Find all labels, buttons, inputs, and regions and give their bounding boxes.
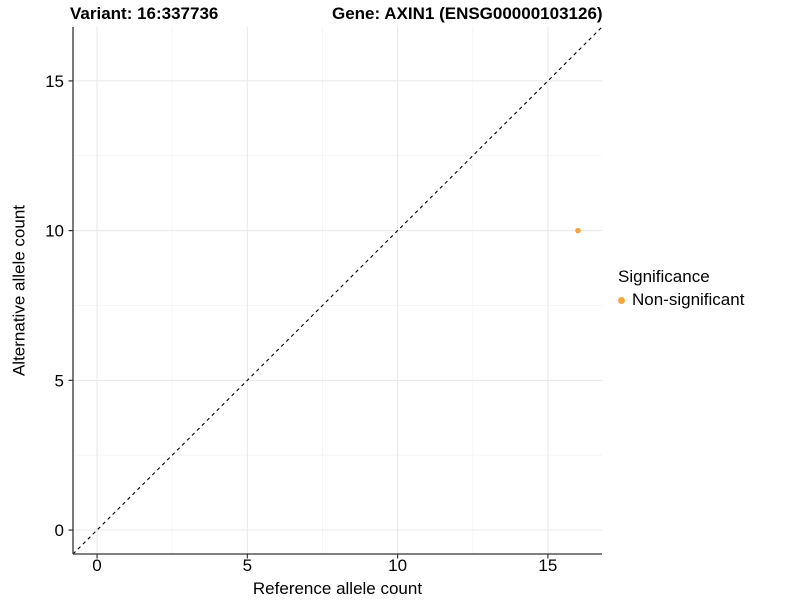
x-tick-label: 15: [538, 556, 557, 575]
x-axis-title: Reference allele count: [252, 579, 423, 598]
legend-item-label: Non-significant: [632, 290, 745, 309]
data-point: [575, 227, 581, 234]
y-tick-label: 0: [55, 521, 64, 540]
plot-title-gene: Gene: AXIN1 (ENSG00000103126): [332, 4, 603, 23]
x-tick-label: 5: [243, 556, 252, 575]
legend: Significance Non-significant: [618, 267, 744, 310]
legend-title: Significance: [618, 267, 710, 286]
x-tick-label: 10: [388, 556, 407, 575]
y-tick-label: 5: [55, 371, 64, 390]
identity-reference-line: [72, 26, 603, 555]
plot-title-variant: Variant: 16:337736: [70, 4, 219, 23]
y-axis-title: Alternative allele count: [9, 204, 29, 377]
y-tick-label: 10: [45, 222, 64, 241]
y-tick-label: 15: [45, 72, 64, 91]
x-tick-label: 0: [92, 556, 101, 575]
legend-point-icon: [618, 296, 625, 304]
legend-item: Non-significant: [618, 290, 744, 310]
